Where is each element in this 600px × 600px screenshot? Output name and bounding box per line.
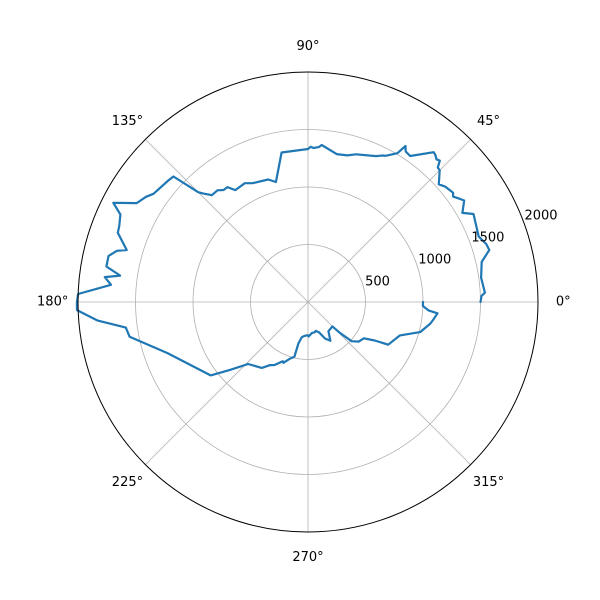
polar-grid [78,72,538,532]
angular-gridline-225 [145,301,309,465]
radial-tick-label: 1000 [418,252,451,267]
tick-labels: 500 1000 1500 2000 0° 45° 90° 135° 180° 225° 270° 3… [37,39,571,565]
angular-tick-label: 270° [292,550,323,565]
radial-tick-label: 2000 [524,208,557,223]
angular-tick-label: 135° [112,114,143,129]
angular-tick-label: 0° [556,295,571,310]
angular-tick-label: 180° [37,295,68,310]
polar-frame [77,71,539,533]
radial-tick-label: 1500 [471,230,504,245]
series-line [75,143,491,377]
radial-tick-label: 500 [365,274,390,289]
angular-gridline-135 [145,139,309,303]
angular-tick-label: 45° [477,114,500,129]
angular-tick-label: 90° [296,39,319,54]
angular-gridline-45 [307,139,471,303]
angular-tick-label: 225° [112,475,143,490]
angular-tick-label: 315° [473,475,504,490]
series-group [75,143,491,377]
